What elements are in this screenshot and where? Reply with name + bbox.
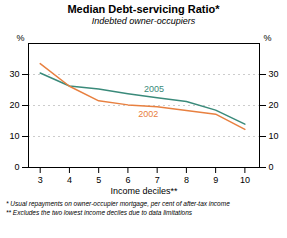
svg-text:5: 5: [96, 175, 101, 185]
html-text:* Usual repayments on owner-oc: * Usual repayments on owner-occupier mor…: [6, 200, 230, 207]
html-text:Median Debt-servicing Ratio*: Median Debt-servicing Ratio*: [67, 3, 220, 15]
svg-text:Income deciles**: Income deciles**: [110, 186, 178, 196]
svg-text:7: 7: [155, 175, 160, 185]
svg-text:10: 10: [269, 131, 279, 141]
svg-text:20: 20: [9, 100, 19, 110]
svg-text:10: 10: [9, 131, 19, 141]
svg-text:%: %: [264, 33, 272, 43]
svg-text:8: 8: [184, 175, 189, 185]
svg-text:%: %: [16, 33, 24, 43]
svg-text:4: 4: [67, 175, 72, 185]
svg-text:0: 0: [14, 162, 19, 172]
svg-text:2002: 2002: [138, 109, 158, 119]
svg-text:30: 30: [9, 69, 19, 79]
svg-text:2005: 2005: [144, 84, 164, 94]
html-text:** Excludes the two lowest inc: ** Excludes the two lowest income decile…: [6, 209, 193, 216]
svg-text:20: 20: [269, 100, 279, 110]
svg-text:3: 3: [38, 175, 43, 185]
svg-text:30: 30: [269, 69, 279, 79]
html-text:Indebted owner-occupiers: Indebted owner-occupiers: [91, 16, 196, 26]
svg-text:6: 6: [125, 175, 130, 185]
svg-text:9: 9: [213, 175, 218, 185]
svg-text:10: 10: [240, 175, 250, 185]
svg-text:0: 0: [269, 162, 274, 172]
